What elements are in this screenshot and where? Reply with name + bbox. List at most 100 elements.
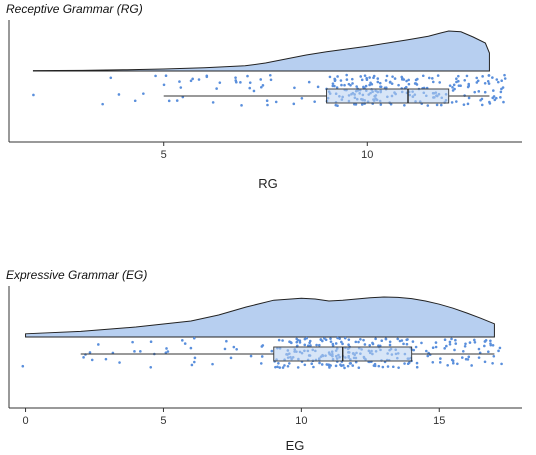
data-point xyxy=(215,87,218,90)
data-point xyxy=(455,77,458,81)
data-point xyxy=(259,78,263,81)
x-tick-label: 0 xyxy=(22,415,28,427)
data-point xyxy=(319,338,323,341)
data-point xyxy=(351,82,354,85)
data-point xyxy=(372,76,375,79)
outlier-point xyxy=(154,74,157,78)
data-point xyxy=(277,361,280,365)
data-point xyxy=(345,73,348,77)
data-point xyxy=(133,350,136,353)
data-point xyxy=(465,74,469,78)
data-point xyxy=(235,347,238,351)
outlier-point xyxy=(117,93,121,96)
data-point xyxy=(495,96,498,100)
data-point xyxy=(307,80,311,84)
data-point xyxy=(283,364,286,367)
data-point xyxy=(473,338,476,342)
data-point xyxy=(415,361,419,365)
data-point xyxy=(343,336,347,340)
data-point xyxy=(439,357,442,360)
data-point xyxy=(496,80,500,84)
data-point xyxy=(448,84,452,87)
data-point xyxy=(473,90,477,94)
data-point xyxy=(390,82,394,85)
data-point xyxy=(434,341,438,344)
data-point xyxy=(431,77,434,80)
data-point xyxy=(483,340,487,343)
data-point xyxy=(386,365,390,368)
data-point xyxy=(491,362,494,365)
data-point xyxy=(480,103,484,107)
data-point xyxy=(467,82,471,86)
data-point xyxy=(373,364,377,368)
data-point xyxy=(365,76,368,80)
data-point xyxy=(374,337,377,341)
data-point xyxy=(248,81,252,84)
data-point xyxy=(316,85,320,89)
data-point xyxy=(503,73,506,77)
data-point xyxy=(252,89,256,93)
data-point xyxy=(379,103,383,106)
data-point xyxy=(346,364,350,368)
data-point xyxy=(492,354,496,358)
data-point xyxy=(495,78,499,81)
data-point xyxy=(323,337,326,340)
data-point xyxy=(391,75,394,78)
data-point xyxy=(183,342,187,345)
data-point xyxy=(278,366,282,369)
data-point xyxy=(192,336,196,340)
data-point xyxy=(452,361,455,365)
data-point xyxy=(448,340,452,344)
data-point xyxy=(454,342,458,345)
x-tick-label: 10 xyxy=(295,415,307,427)
density-cloud xyxy=(32,30,490,72)
data-point xyxy=(191,77,194,81)
data-point xyxy=(397,366,400,369)
data-point xyxy=(309,344,312,347)
data-point xyxy=(385,74,389,78)
outlier-point xyxy=(109,76,113,80)
data-point xyxy=(336,336,339,340)
data-point xyxy=(412,348,416,352)
data-point xyxy=(340,83,343,87)
data-point xyxy=(466,85,470,89)
data-point xyxy=(339,79,343,82)
data-point xyxy=(434,345,438,349)
data-point xyxy=(376,77,380,80)
data-point xyxy=(405,342,409,346)
data-point xyxy=(277,338,281,342)
data-point xyxy=(90,358,94,362)
data-point xyxy=(415,365,419,369)
data-point xyxy=(459,84,462,88)
data-point xyxy=(483,90,487,94)
data-point xyxy=(438,81,442,84)
chart-title-eg: Expressive Grammar (EG) xyxy=(6,268,148,282)
data-point xyxy=(318,361,321,365)
data-point xyxy=(403,103,406,107)
data-point xyxy=(320,363,324,366)
data-point xyxy=(190,363,194,367)
data-point xyxy=(175,99,179,102)
data-point xyxy=(276,365,279,369)
data-point xyxy=(357,366,361,370)
data-point xyxy=(487,350,490,354)
data-point xyxy=(312,365,315,369)
data-point xyxy=(489,339,492,343)
data-point xyxy=(211,362,214,366)
data-point xyxy=(345,78,349,81)
data-point xyxy=(431,360,435,364)
data-point xyxy=(476,79,480,83)
data-point xyxy=(466,102,470,106)
data-point xyxy=(427,76,431,80)
raincloud-chart-rg: 5 10 xyxy=(8,20,522,161)
x-tick-label: 5 xyxy=(160,415,166,427)
data-point xyxy=(488,102,492,105)
data-point xyxy=(483,344,486,348)
data-point xyxy=(368,83,371,87)
data-point xyxy=(481,75,484,78)
data-point xyxy=(391,365,395,369)
data-point xyxy=(407,361,411,364)
data-point xyxy=(377,364,381,368)
data-point xyxy=(164,74,168,78)
data-point xyxy=(97,343,100,346)
